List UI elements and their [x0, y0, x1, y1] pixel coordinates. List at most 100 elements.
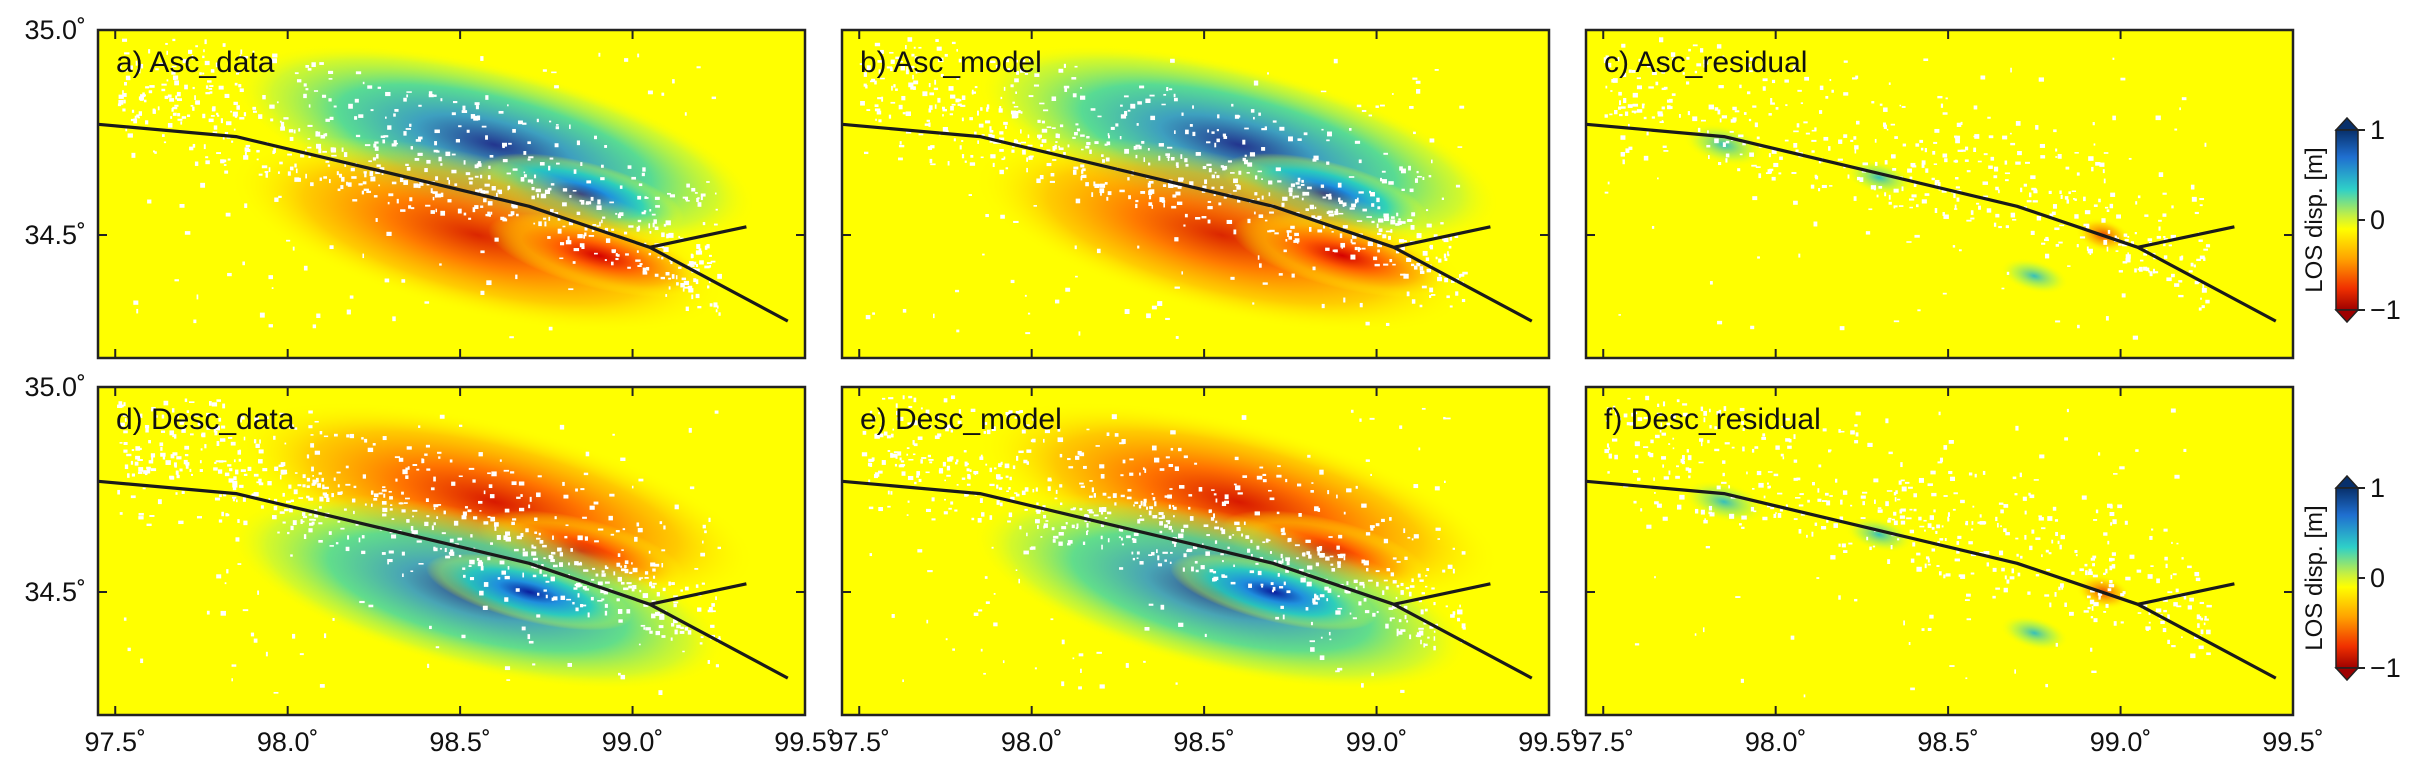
speckle-pixel [1440, 222, 1444, 225]
speckle-pixel [702, 540, 704, 544]
speckle-pixel [1379, 104, 1385, 107]
speckle-pixel [1722, 55, 1725, 58]
speckle-pixel [604, 565, 607, 570]
speckle-pixel [484, 183, 490, 187]
speckle-pixel [181, 490, 185, 494]
speckle-pixel [1976, 202, 1980, 205]
speckle-pixel [1337, 182, 1342, 188]
speckle-pixel [537, 475, 542, 478]
speckle-pixel [1338, 212, 1344, 215]
speckle-pixel [1173, 97, 1178, 102]
speckle-pixel [125, 69, 128, 72]
speckle-pixel [491, 471, 497, 477]
speckle-pixel [1303, 132, 1308, 136]
speckle-pixel [1114, 502, 1117, 506]
speckle-pixel [1035, 509, 1041, 512]
speckle-pixel [893, 84, 896, 88]
speckle-pixel [513, 548, 519, 552]
speckle-pixel [643, 210, 647, 213]
speckle-pixel [1207, 200, 1212, 203]
speckle-pixel [956, 484, 959, 486]
speckle-pixel [1948, 439, 1954, 444]
speckle-pixel [912, 440, 915, 445]
speckle-pixel [974, 86, 978, 89]
speckle-pixel [240, 416, 245, 420]
speckle-pixel [118, 99, 124, 105]
speckle-pixel [1931, 177, 1935, 181]
speckle-pixel [1790, 635, 1795, 640]
speckle-pixel [170, 454, 175, 459]
speckle-pixel [1694, 508, 1699, 514]
speckle-pixel [1009, 476, 1012, 481]
speckle-pixel [1716, 411, 1721, 415]
speckle-pixel [1725, 140, 1730, 144]
speckle-pixel [1988, 165, 1993, 169]
speckle-pixel [148, 460, 154, 464]
speckle-pixel [1294, 232, 1299, 237]
speckle-pixel [507, 566, 510, 570]
speckle-pixel [580, 584, 583, 587]
speckle-pixel [2005, 532, 2010, 536]
speckle-pixel [1382, 590, 1385, 595]
speckle-pixel [1314, 206, 1317, 210]
speckle-pixel [1427, 636, 1430, 639]
speckle-pixel [1279, 126, 1285, 131]
speckle-pixel [925, 409, 930, 414]
speckle-pixel [2064, 196, 2069, 200]
speckle-pixel [1100, 511, 1104, 515]
speckle-pixel [2087, 606, 2091, 610]
speckle-pixel [1305, 539, 1311, 543]
speckle-pixel [654, 226, 659, 231]
speckle-pixel [138, 111, 143, 116]
speckle-pixel [376, 153, 379, 159]
speckle-pixel [1631, 110, 1637, 113]
speckle-pixel [984, 576, 988, 579]
speckle-pixel [192, 143, 196, 148]
speckle-pixel [1604, 449, 1610, 454]
speckle-pixel [970, 154, 974, 158]
speckle-pixel [1175, 162, 1179, 167]
speckle-pixel [1107, 135, 1110, 139]
speckle-pixel [939, 468, 943, 473]
speckle-pixel [683, 286, 689, 289]
speckle-pixel [1042, 438, 1045, 443]
speckle-pixel [498, 110, 504, 114]
speckle-pixel [2064, 437, 2069, 441]
speckle-pixel [363, 188, 370, 191]
speckle-pixel [969, 162, 976, 166]
speckle-pixel [130, 460, 134, 465]
speckle-pixel [1008, 512, 1013, 518]
speckle-pixel [319, 684, 325, 688]
speckle-pixel [406, 519, 410, 523]
speckle-pixel [1885, 501, 1889, 507]
speckle-pixel [1287, 232, 1290, 237]
speckle-pixel [636, 522, 640, 527]
speckle-pixel [1059, 502, 1063, 506]
speckle-pixel [881, 397, 886, 400]
speckle-pixel [680, 626, 684, 630]
speckle-pixel [504, 575, 510, 580]
speckle-pixel [616, 254, 620, 257]
speckle-pixel [1637, 417, 1643, 422]
speckle-pixel [556, 162, 560, 165]
speckle-pixel [1417, 263, 1420, 267]
speckle-pixel [1974, 134, 1980, 139]
speckle-pixel [124, 418, 127, 422]
speckle-pixel [127, 133, 133, 138]
speckle-pixel [1704, 518, 1706, 523]
speckle-pixel [1034, 667, 1037, 670]
speckle-pixel [1617, 417, 1622, 421]
speckle-pixel [565, 524, 569, 527]
speckle-pixel [1816, 577, 1820, 579]
speckle-pixel [1180, 177, 1184, 181]
speckle-pixel [1148, 195, 1152, 200]
speckle-pixel [1170, 551, 1173, 554]
speckle-pixel [1170, 157, 1175, 161]
speckle-pixel [361, 550, 366, 555]
speckle-pixel [233, 128, 236, 131]
speckle-pixel [618, 672, 621, 676]
speckle-pixel [321, 477, 324, 482]
speckle-pixel [993, 622, 998, 627]
speckle-pixel [192, 86, 195, 90]
speckle-pixel [946, 474, 951, 477]
